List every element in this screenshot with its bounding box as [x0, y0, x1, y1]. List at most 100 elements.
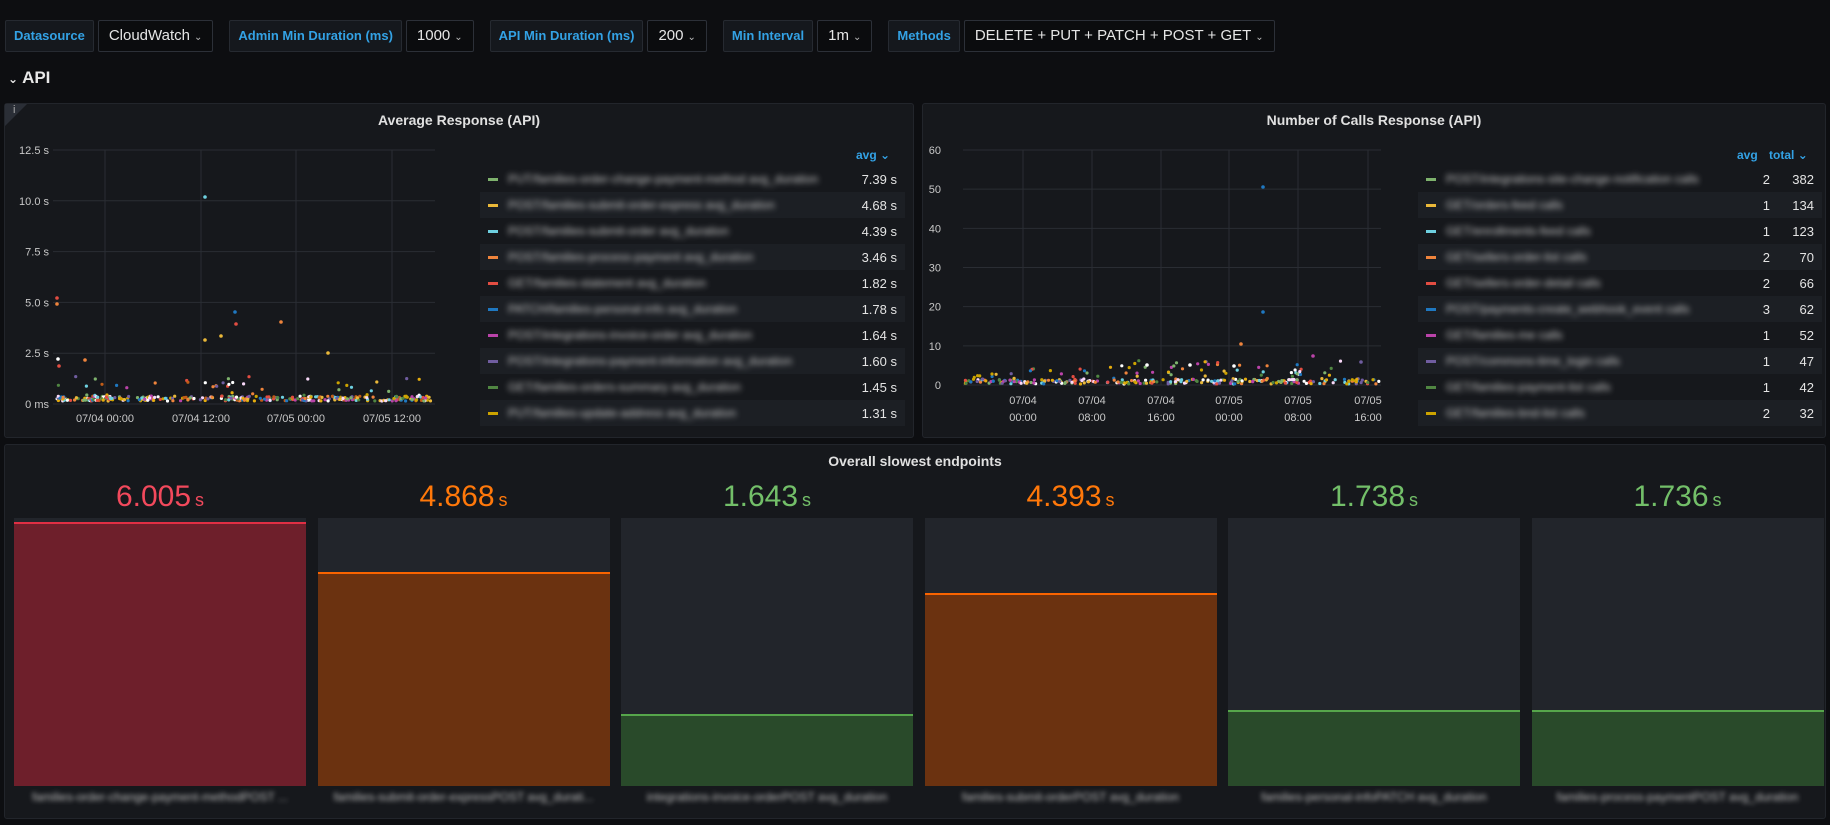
legend-item[interactable]: POST/integrations-invoice-order avg_dura… [480, 322, 905, 348]
stat-card[interactable] [1531, 518, 1824, 786]
methods-select[interactable]: DELETE + PUT + PATCH + POST + GET ⌄ [963, 20, 1275, 52]
data-point [1232, 364, 1236, 368]
legend-header-total[interactable]: total ⌄ [1769, 148, 1808, 162]
stat-card[interactable] [1228, 518, 1520, 786]
row-header-api[interactable]: ⌄ API [8, 68, 50, 88]
data-point [1295, 380, 1299, 385]
legend-item[interactable]: GET/orders-feed calls 1 134 [1418, 192, 1822, 218]
data-point [1046, 378, 1051, 382]
legend-series-name: GET/families-bnd-list calls [1446, 406, 1585, 420]
data-point [126, 399, 130, 403]
legend-item[interactable]: GET/families-orders-summary avg_duration… [480, 374, 905, 400]
data-point [1338, 359, 1343, 363]
data-point [427, 395, 431, 399]
legend-color-swatch [488, 177, 498, 181]
data-point [1124, 371, 1128, 375]
legend-header-avg[interactable]: avg [1737, 148, 1758, 162]
legend-item[interactable]: GET/families-payment-list calls 1 42 [1418, 374, 1822, 400]
legend-color-swatch [1426, 281, 1436, 285]
legend-item[interactable]: GET/sellers-order-detail calls 2 66 [1418, 270, 1822, 296]
data-point [1070, 380, 1074, 384]
data-point [1236, 379, 1240, 384]
data-point [173, 394, 177, 398]
admin-min-duration-select[interactable]: 1000 ⌄ [405, 20, 474, 52]
data-point [298, 394, 302, 398]
x-tick-label: 07/05 00:00 [267, 413, 325, 425]
data-point [1120, 364, 1124, 368]
data-point [258, 396, 262, 400]
min-interval-select[interactable]: 1m ⌄ [817, 20, 873, 52]
legend-series-name: POST/families-submit-order-express avg_d… [508, 198, 775, 212]
data-point [1311, 354, 1315, 358]
datasource-select[interactable]: CloudWatch ⌄ [97, 20, 214, 52]
data-point [1032, 378, 1036, 382]
data-point [1371, 378, 1375, 382]
legend-item[interactable]: POST/payments-create_webhook_event calls… [1418, 296, 1822, 322]
legend-item[interactable]: GET/families-bnd-list calls 2 32 [1418, 400, 1822, 426]
legend-series-name: POST/integrations-invoice-order avg_dura… [508, 328, 753, 342]
data-point [61, 395, 65, 399]
data-point [1323, 371, 1327, 375]
data-point [373, 399, 377, 403]
legend-item[interactable]: GET/enrollments-feed calls 1 123 [1418, 218, 1822, 244]
legend-item[interactable]: POST/integrations-payment-information av… [480, 348, 905, 374]
data-point [1130, 379, 1134, 383]
legend-item[interactable]: POST/families-process-payment avg_durati… [480, 244, 905, 270]
chevron-down-icon: ⌄ [1255, 32, 1264, 43]
stat-card[interactable] [317, 518, 610, 786]
legend-item[interactable]: GET/families-me calls 1 52 [1418, 322, 1822, 348]
legend-avg-value: 1.78 s [861, 301, 897, 317]
data-point [1169, 365, 1173, 369]
legend-total-value: 52 [1799, 327, 1814, 343]
data-point [1229, 381, 1233, 385]
data-point [74, 396, 78, 400]
legend-color-swatch [488, 203, 498, 207]
data-point [1135, 374, 1139, 378]
data-point [1191, 377, 1195, 381]
data-point [1024, 381, 1029, 385]
y-tick-label: 0 [935, 380, 941, 392]
data-point [349, 396, 353, 400]
x-tick-label: 07/04 00:00 [76, 413, 134, 425]
average-response-panel[interactable]: i Average Response (API) 12.5 s 10.0 s 7.5… [4, 103, 914, 438]
data-point [198, 398, 202, 402]
data-point [268, 398, 272, 402]
data-point [1078, 382, 1083, 386]
legend-item[interactable]: POST/families-submit-order-express avg_d… [480, 192, 905, 218]
legend-series-name: POST/integrations-site-change-notificati… [1446, 172, 1699, 186]
data-point [994, 372, 998, 376]
data-point [1350, 378, 1354, 382]
slowest-endpoints-panel[interactable]: Overall slowest endpoints [4, 444, 1826, 819]
legend-item[interactable]: GET/families-statement avg_duration 1.82 … [480, 270, 905, 296]
stat-card[interactable] [621, 518, 913, 786]
legend-header-avg[interactable]: avg ⌄ [856, 148, 891, 162]
info-icon: i [13, 104, 16, 116]
number-of-calls-panel[interactable]: Number of Calls Response (API) 60 50 40 30 2… [922, 103, 1826, 438]
legend-item[interactable]: PUT/families-order-change-payment-method… [480, 166, 905, 192]
stat-card[interactable] [14, 518, 306, 786]
data-point [95, 398, 99, 402]
info-corner[interactable]: i [5, 104, 27, 126]
legend-item[interactable]: POST/integrations-site-change-notificati… [1418, 166, 1822, 192]
average-response-graph[interactable]: 12.5 s 10.0 s 7.5 s 5.0 s 2.5 s 0 ms 07/04 00:… [5, 104, 445, 434]
legend-item[interactable]: PATCH/families-personal-info avg_duratio… [480, 296, 905, 322]
data-point [1096, 374, 1100, 378]
data-point [1086, 380, 1091, 384]
stat-card[interactable] [924, 518, 1217, 786]
data-point [83, 398, 88, 402]
data-point [303, 396, 307, 401]
api-min-duration-select[interactable]: 200 ⌄ [647, 20, 707, 52]
data-point [401, 396, 405, 400]
data-point [1185, 379, 1189, 383]
data-point [1166, 382, 1170, 386]
data-point [254, 394, 258, 398]
data-point [206, 397, 210, 401]
data-point [1261, 370, 1265, 374]
legend-item[interactable]: POST/commons-time_login calls 1 47 [1418, 348, 1822, 374]
legend-item[interactable]: GET/sellers-order-list calls 2 70 [1418, 244, 1822, 270]
number-of-calls-graph[interactable]: 60 50 40 30 20 10 0 07/04 00:00 07/04 08:00 07/04 16… [923, 104, 1383, 434]
data-point [1120, 378, 1124, 382]
legend-item[interactable]: PUT/families-update-address avg_duration… [480, 400, 905, 426]
y-tick-label: 30 [929, 263, 941, 275]
legend-item[interactable]: POST/families-submit-order avg_duration 4… [480, 218, 905, 244]
